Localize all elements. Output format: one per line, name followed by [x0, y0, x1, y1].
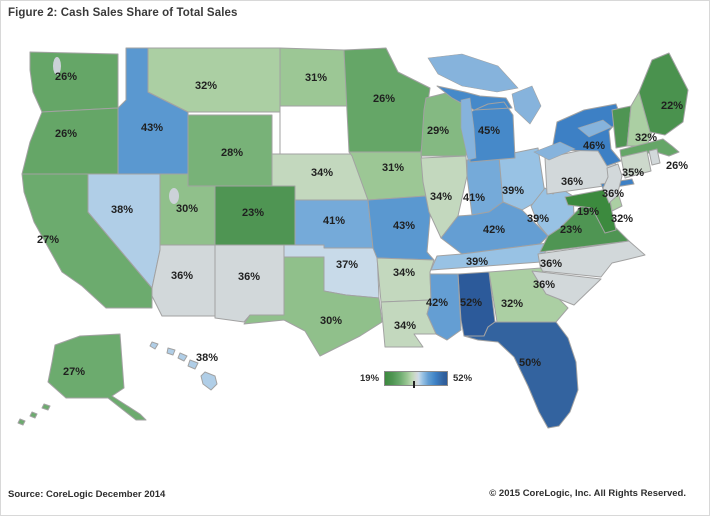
great-lake-1 — [427, 53, 519, 93]
state-ME — [638, 52, 689, 136]
state-value-label-TN: 39% — [466, 256, 488, 268]
state-value-label-ND: 31% — [305, 72, 327, 84]
state-value-label-WV: 39% — [527, 213, 549, 225]
legend-max-label: 52% — [453, 373, 473, 384]
state-value-label-ID: 43% — [141, 122, 163, 134]
state-SC — [531, 270, 602, 306]
state-value-label-NC: 36% — [540, 258, 562, 270]
state-value-label-OH: 39% — [502, 185, 524, 197]
state-value-label-MI: 45% — [478, 125, 500, 137]
water-body-2 — [53, 57, 61, 75]
state-value-label-GA: 32% — [501, 298, 523, 310]
state-OR — [21, 107, 119, 175]
state-value-label-AK: 27% — [63, 366, 85, 378]
state-value-label-ME: 22% — [661, 100, 683, 112]
state-value-label-IN: 41% — [463, 192, 485, 204]
state-value-label-KS: 41% — [323, 215, 345, 227]
state-HI — [149, 341, 218, 391]
state-value-label-WY: 28% — [221, 147, 243, 159]
state-FL — [463, 321, 579, 429]
state-value-label-WA: 26% — [55, 71, 77, 83]
water-body-1 — [169, 188, 179, 204]
state-value-label-NM: 36% — [238, 271, 260, 283]
color-scale-legend: 19% 52% — [360, 371, 473, 388]
state-value-label-AR: 34% — [393, 267, 415, 279]
legend-gradient-bar — [384, 371, 449, 388]
legend-min-label: 19% — [360, 373, 380, 384]
state-MT — [147, 47, 281, 113]
state-value-label-FL: 50% — [519, 357, 541, 369]
state-value-label-MA: 26% — [666, 160, 688, 172]
state-value-label-NH: 32% — [635, 132, 657, 144]
great-lake-4 — [533, 141, 576, 161]
state-value-label-KY: 42% — [483, 224, 505, 236]
state-SD — [279, 105, 353, 155]
state-value-label-MN: 26% — [373, 93, 395, 105]
state-RI — [648, 148, 661, 166]
state-value-label-MD: 19% — [577, 206, 599, 218]
state-value-label-MT: 32% — [195, 80, 217, 92]
state-value-label-IL: 34% — [430, 191, 452, 203]
great-lake-2 — [460, 97, 477, 161]
state-value-label-UT: 30% — [176, 203, 198, 215]
copyright-note: © 2015 CoreLogic, Inc. All Rights Reserv… — [489, 488, 686, 499]
state-MI — [436, 85, 516, 163]
state-value-label-VA: 23% — [560, 224, 582, 236]
state-value-label-NV: 38% — [111, 204, 133, 216]
great-lake-5 — [577, 119, 613, 138]
state-value-label-NE: 34% — [311, 167, 333, 179]
state-value-label-AL: 52% — [460, 297, 482, 309]
state-NJ — [602, 163, 623, 204]
state-value-label-CO: 23% — [242, 207, 264, 219]
state-value-label-PA: 36% — [561, 176, 583, 188]
state-MS — [426, 273, 462, 341]
state-NC — [537, 240, 646, 278]
state-TX — [243, 256, 383, 357]
state-value-label-MO: 43% — [393, 220, 415, 232]
state-value-label-DE: 32% — [611, 213, 633, 225]
state-value-label-SC: 36% — [533, 279, 555, 291]
state-CT — [620, 150, 652, 179]
state-AK — [17, 333, 147, 426]
source-note: Source: CoreLogic December 2014 — [8, 489, 166, 500]
state-value-label-NJ: 36% — [602, 188, 624, 200]
state-value-label-HI: 38% — [196, 352, 218, 364]
state-value-label-IA: 31% — [382, 162, 404, 174]
state-value-label-TX: 30% — [320, 315, 342, 327]
state-value-label-WI: 29% — [427, 125, 449, 137]
state-value-label-CT: 35% — [622, 167, 644, 179]
state-value-label-OK: 37% — [336, 259, 358, 271]
state-NM — [214, 244, 285, 323]
figure-title: Figure 2: Cash Sales Share of Total Sale… — [8, 7, 238, 19]
great-lake-3 — [511, 85, 542, 125]
legend-tick-mark — [412, 381, 415, 388]
state-value-label-OR: 26% — [55, 128, 77, 140]
state-value-label-LA: 34% — [394, 320, 416, 332]
state-value-label-AZ: 36% — [171, 270, 193, 282]
state-AR — [376, 257, 435, 303]
state-value-label-CA: 27% — [37, 234, 59, 246]
state-value-label-NY: 46% — [583, 140, 605, 152]
state-value-label-MS: 42% — [426, 297, 448, 309]
